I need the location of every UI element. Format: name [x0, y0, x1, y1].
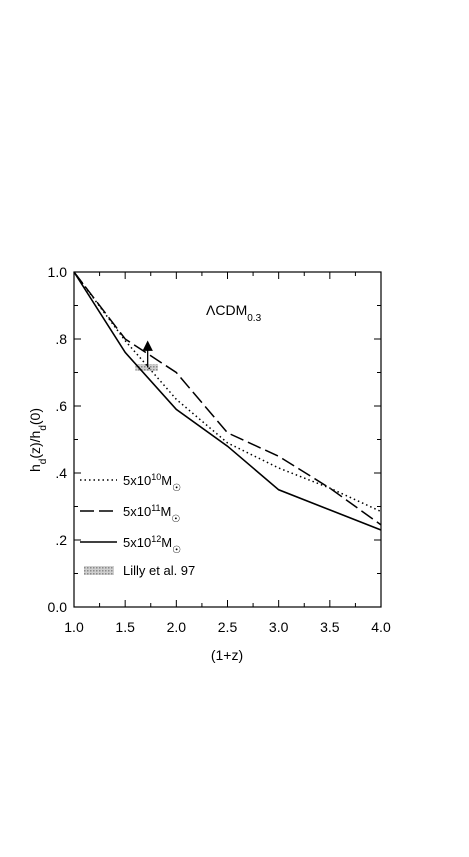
x-tick-label: 2.0: [167, 619, 187, 635]
lilly-data-box: [135, 364, 158, 371]
series-line-dotted: [73, 271, 382, 513]
y-tick-label: 0.0: [48, 599, 68, 615]
x-tick-label: 3.0: [269, 619, 289, 635]
lilly-observation: [135, 340, 158, 371]
x-axis-ticks: [73, 272, 382, 607]
chart-title-subscript: 0.3: [247, 313, 261, 324]
x-tick-label: 1.5: [115, 619, 135, 635]
series-line-solid: [73, 271, 382, 531]
x-axis-title: (1+z): [211, 647, 243, 663]
chart-title: ΛCDM0.3: [206, 302, 262, 324]
y-tick-label: 1.0: [48, 264, 68, 280]
series-lines: [73, 271, 382, 531]
legend-label: 5x1010M☉: [123, 472, 181, 494]
y-tick-label: .6: [55, 398, 67, 414]
legend-label-lilly: Lilly et al. 97: [123, 563, 195, 578]
y-axis-ticks: [74, 271, 381, 608]
legend: 5x1010M☉ 5x1011M☉ 5x1012M☉ Lilly et al. 97: [80, 472, 195, 578]
x-axis-tick-labels: 1.0 1.5 2.0 2.5 3.0 3.5 4.0: [64, 619, 391, 635]
x-tick-label: 3.5: [320, 619, 340, 635]
y-axis-tick-labels: 0.0 .2 .4 .6 .8 1.0: [48, 264, 68, 615]
chart-title-main: ΛCDM: [206, 302, 247, 318]
x-tick-label: 2.5: [218, 619, 238, 635]
series-line-long-dash: [73, 271, 382, 526]
legend-label: 5x1012M☉: [123, 534, 181, 556]
y-axis-title: hd(z)/hd(0): [27, 408, 49, 472]
x-tick-label: 1.0: [64, 619, 84, 635]
y-tick-label: .2: [55, 532, 67, 548]
y-tick-label: .4: [55, 465, 67, 481]
legend-label: 5x1011M☉: [123, 503, 180, 525]
y-tick-label: .8: [55, 331, 67, 347]
legend-lilly-swatch: [84, 566, 114, 575]
plot-frame: [73, 271, 382, 608]
x-tick-label: 4.0: [371, 619, 391, 635]
